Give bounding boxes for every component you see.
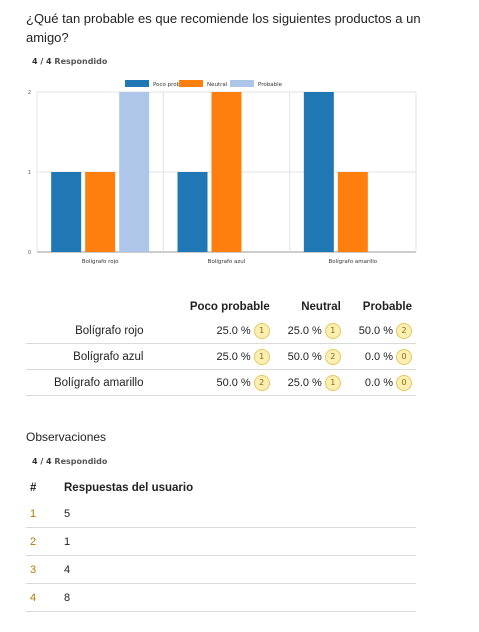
legend-label: Neutral [207, 82, 228, 88]
legend-swatch [125, 80, 149, 87]
response-answer: 1 [63, 527, 416, 556]
matrix-cell: 50.0 % 2 [169, 369, 274, 396]
response-number: 4 [26, 583, 63, 612]
matrix-cell: 0.0 % 0 [344, 369, 416, 396]
legend-label: Probable [258, 82, 283, 88]
response-row: 3 4 [26, 555, 416, 584]
matrix-header-row: Poco probable Neutral Probable [26, 296, 416, 318]
count-badge: 2 [253, 374, 270, 391]
matrix-col-header: Probable [362, 301, 412, 313]
count-badge: 1 [324, 322, 341, 339]
responses-header-row: # Respuestas del usuario [26, 476, 416, 500]
legend-label: Poco probable [153, 82, 193, 88]
count-badge: 1 [324, 374, 341, 391]
count-badge: 0 [396, 348, 412, 365]
x-tick-label: Bolígrafo rojo [82, 258, 119, 265]
bar [51, 172, 82, 252]
bar [303, 92, 334, 252]
count-badge: 2 [396, 322, 412, 339]
legend-swatch [230, 80, 254, 87]
cell-percent: 25.0 % [216, 350, 251, 363]
bar [119, 92, 150, 252]
observations-title: Observaciones [26, 430, 107, 444]
cell-percent: 25.0 % [287, 376, 322, 389]
matrix-cell: 25.0 % 1 [273, 318, 345, 344]
legend-swatch [179, 80, 203, 87]
bar [211, 92, 242, 252]
responses-table: # Respuestas del usuario 1 5 2 1 3 4 4 8 [26, 476, 416, 612]
response-row: 1 5 [26, 500, 416, 528]
matrix-row: Bolígrafo azul 25.0 % 1 50.0 % 2 0.0 % 0 [26, 343, 416, 370]
cell-percent: 0.0 % [364, 350, 393, 363]
x-tick-label: Bolígrafo azul [208, 258, 246, 265]
count-badge: 1 [253, 348, 270, 365]
response-number: 1 [26, 500, 63, 528]
bar-chart: 0 1 2 Bolígrafo rojo Bolígrafo azul Bolígrafo… [28, 80, 417, 265]
y-tick-label: 1 [28, 170, 31, 176]
count-badge: 0 [396, 374, 412, 391]
cell-percent: 25.0 % [287, 324, 322, 337]
y-tick-label: 0 [28, 250, 31, 256]
cell-percent: 50.0 % [358, 324, 393, 337]
response-row: 4 8 [26, 583, 416, 612]
matrix-cell: 0.0 % 0 [344, 343, 416, 370]
answered-label: Respondido [54, 457, 108, 466]
matrix-cell: 25.0 % 1 [169, 343, 274, 370]
cell-percent: 0.0 % [364, 376, 393, 389]
cell-percent: 50.0 % [287, 350, 322, 363]
matrix-row-label: Bolígrafo rojo [26, 318, 170, 344]
matrix-header-empty [26, 296, 170, 318]
answered-count: 4 / 4 Respondido [32, 57, 107, 66]
answered-label: Respondido [54, 57, 108, 66]
matrix-cell: 25.0 % 1 [273, 369, 345, 396]
cell-percent: 50.0 % [216, 376, 251, 389]
question-title: ¿Qué tan probable es que recomiende los … [26, 11, 421, 45]
response-number: 3 [26, 555, 63, 584]
responses-col-answer: Respuestas del usuario [64, 482, 194, 494]
matrix-cell: 50.0 % 2 [344, 318, 416, 344]
bar [177, 172, 208, 252]
responses-col-num: # [30, 482, 37, 494]
matrix-cell: 50.0 % 2 [273, 343, 345, 370]
matrix-row: Bolígrafo amarillo 50.0 % 2 25.0 % 1 0.0 %… [26, 369, 416, 396]
answered-count-value: 4 / 4 [32, 457, 52, 466]
answered-count: 4 / 4 Respondido [32, 457, 107, 466]
matrix-col-header: Poco probable [189, 301, 270, 313]
x-tick-label: Bolígrafo amarillo [328, 258, 377, 265]
matrix-row-label: Bolígrafo azul [26, 343, 170, 370]
matrix-col-header: Neutral [301, 301, 341, 313]
matrix-row-label: Bolígrafo amarillo [26, 369, 170, 396]
y-tick-label: 2 [28, 90, 31, 96]
matrix-cell: 25.0 % 1 [169, 318, 274, 344]
response-answer: 8 [63, 583, 416, 612]
response-row: 2 1 [26, 527, 416, 556]
response-number: 2 [26, 527, 63, 556]
cell-percent: 25.0 % [216, 324, 251, 337]
matrix-table: Poco probable Neutral Probable Bolígrafo… [26, 296, 416, 396]
answered-count-value: 4 / 4 [32, 57, 52, 66]
matrix-row: Bolígrafo rojo 25.0 % 1 25.0 % 1 50.0 % 2 [26, 318, 416, 344]
count-badge: 1 [253, 322, 270, 339]
bar [337, 172, 368, 252]
response-answer: 5 [63, 500, 416, 528]
response-answer: 4 [63, 555, 416, 584]
bar [85, 172, 116, 252]
count-badge: 2 [324, 348, 341, 365]
